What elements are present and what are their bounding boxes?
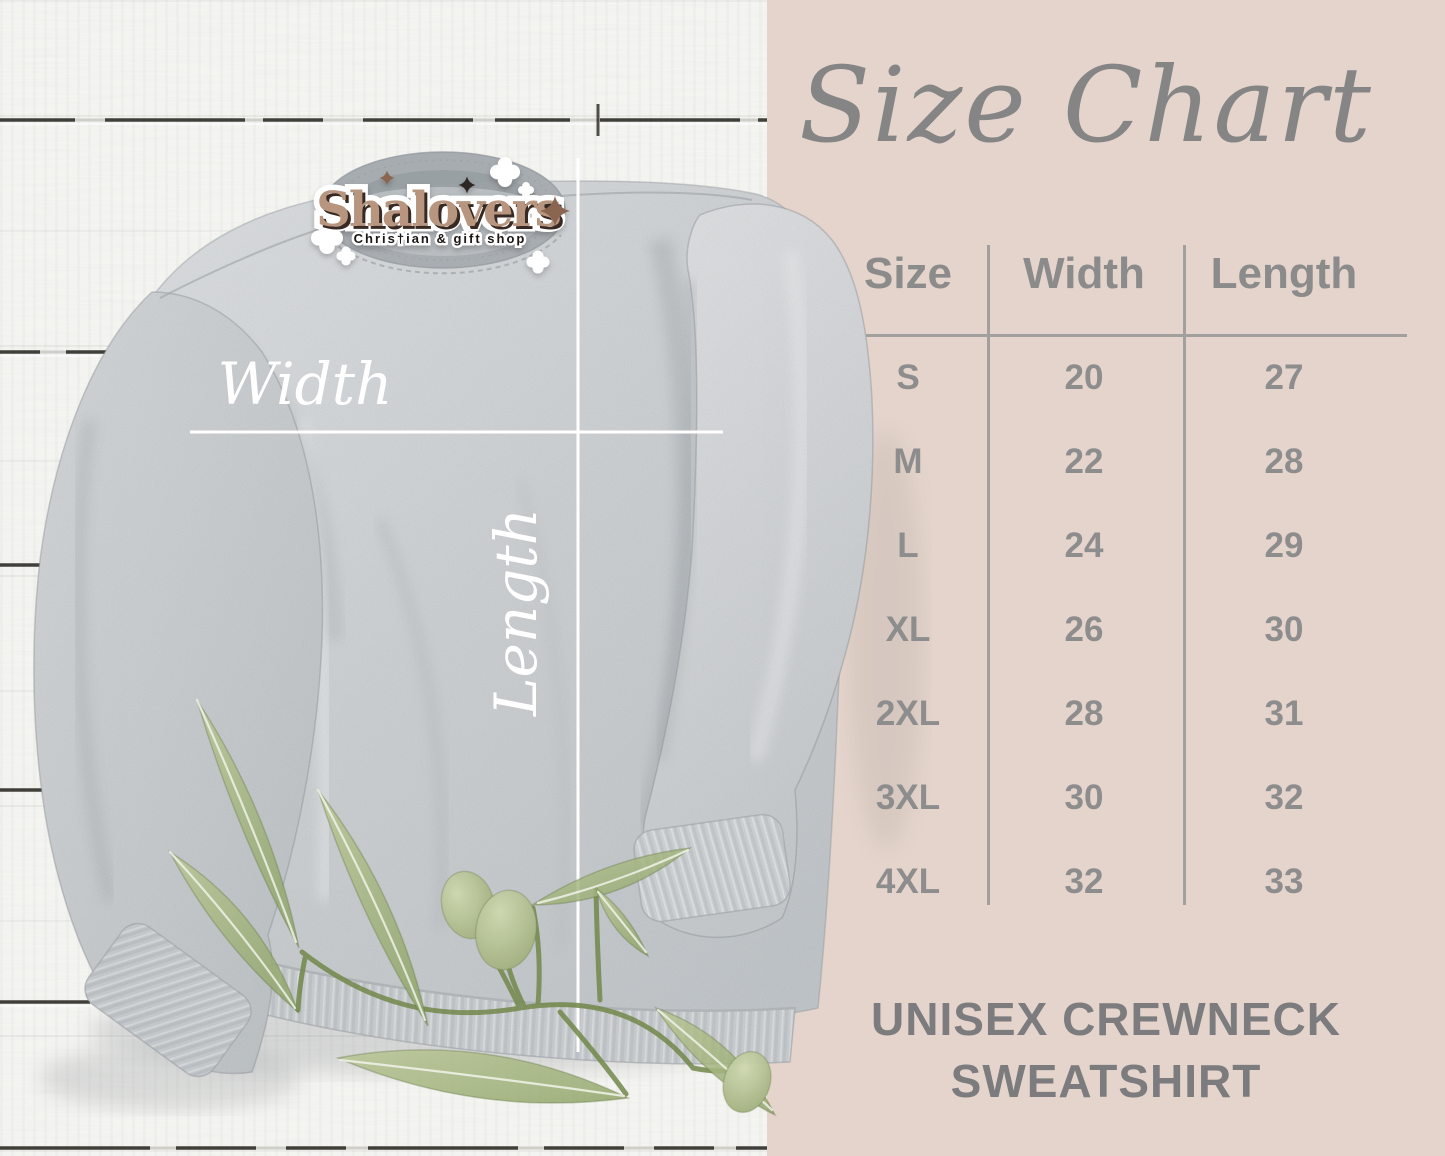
width-cell: 24 bbox=[1064, 526, 1104, 565]
product-name-line2: SWEATSHIRT bbox=[950, 1055, 1262, 1107]
width-cell: 26 bbox=[1064, 610, 1104, 649]
product-name: UNISEX CREWNECK SWEATSHIRT bbox=[767, 988, 1445, 1112]
svg-text:Shalovers: Shalovers bbox=[319, 185, 564, 241]
brand-tagline: Chris†ian & gift shop bbox=[354, 231, 527, 246]
size-cell: 4XL bbox=[875, 862, 941, 901]
width-cell: 22 bbox=[1064, 442, 1104, 481]
olive-branch bbox=[168, 698, 777, 1117]
size-cell: S bbox=[896, 358, 920, 397]
product-name-line1: UNISEX CREWNECK bbox=[871, 993, 1341, 1045]
olive-fruit bbox=[440, 870, 772, 1114]
width-label: Width bbox=[218, 350, 393, 418]
olive-leaf bbox=[168, 849, 300, 1015]
measurement-guides: Width Length bbox=[190, 158, 723, 1052]
length-cell: 32 bbox=[1264, 778, 1304, 817]
olive-leaf bbox=[196, 699, 300, 949]
length-label: Length bbox=[482, 508, 550, 717]
column-header-width: Width bbox=[1023, 249, 1145, 298]
width-cell: 30 bbox=[1064, 778, 1104, 817]
width-cell: 28 bbox=[1064, 694, 1104, 733]
length-cell: 29 bbox=[1264, 526, 1304, 565]
size-cell: 2XL bbox=[875, 694, 941, 733]
length-cell: 33 bbox=[1264, 862, 1304, 901]
width-cell: 32 bbox=[1064, 862, 1104, 901]
table-header-divider bbox=[866, 334, 1407, 337]
size-cell: 3XL bbox=[875, 778, 941, 817]
olive-leaf bbox=[317, 789, 429, 1027]
size-chart-title: Size Chart bbox=[799, 44, 1373, 166]
length-cell: 31 bbox=[1264, 694, 1304, 733]
olive-leaf bbox=[529, 846, 693, 906]
size-cell: L bbox=[897, 526, 919, 565]
brand-logo: Shalovers Shalovers Shalovers Chris†ian … bbox=[311, 157, 570, 274]
column-header-length: Length bbox=[1210, 249, 1358, 298]
length-cell: 30 bbox=[1264, 610, 1304, 649]
size-cell: XL bbox=[885, 610, 931, 649]
column-header-size: Size bbox=[863, 249, 953, 298]
table-column-divider bbox=[987, 245, 990, 905]
svg-text:Shalovers: Shalovers bbox=[316, 182, 561, 238]
width-cell: 20 bbox=[1064, 358, 1104, 397]
table-column-divider bbox=[1183, 245, 1186, 905]
brand-name: Shalovers bbox=[316, 182, 561, 238]
length-cell: 27 bbox=[1264, 358, 1304, 397]
length-cell: 28 bbox=[1264, 442, 1304, 481]
size-cell: M bbox=[893, 442, 923, 481]
